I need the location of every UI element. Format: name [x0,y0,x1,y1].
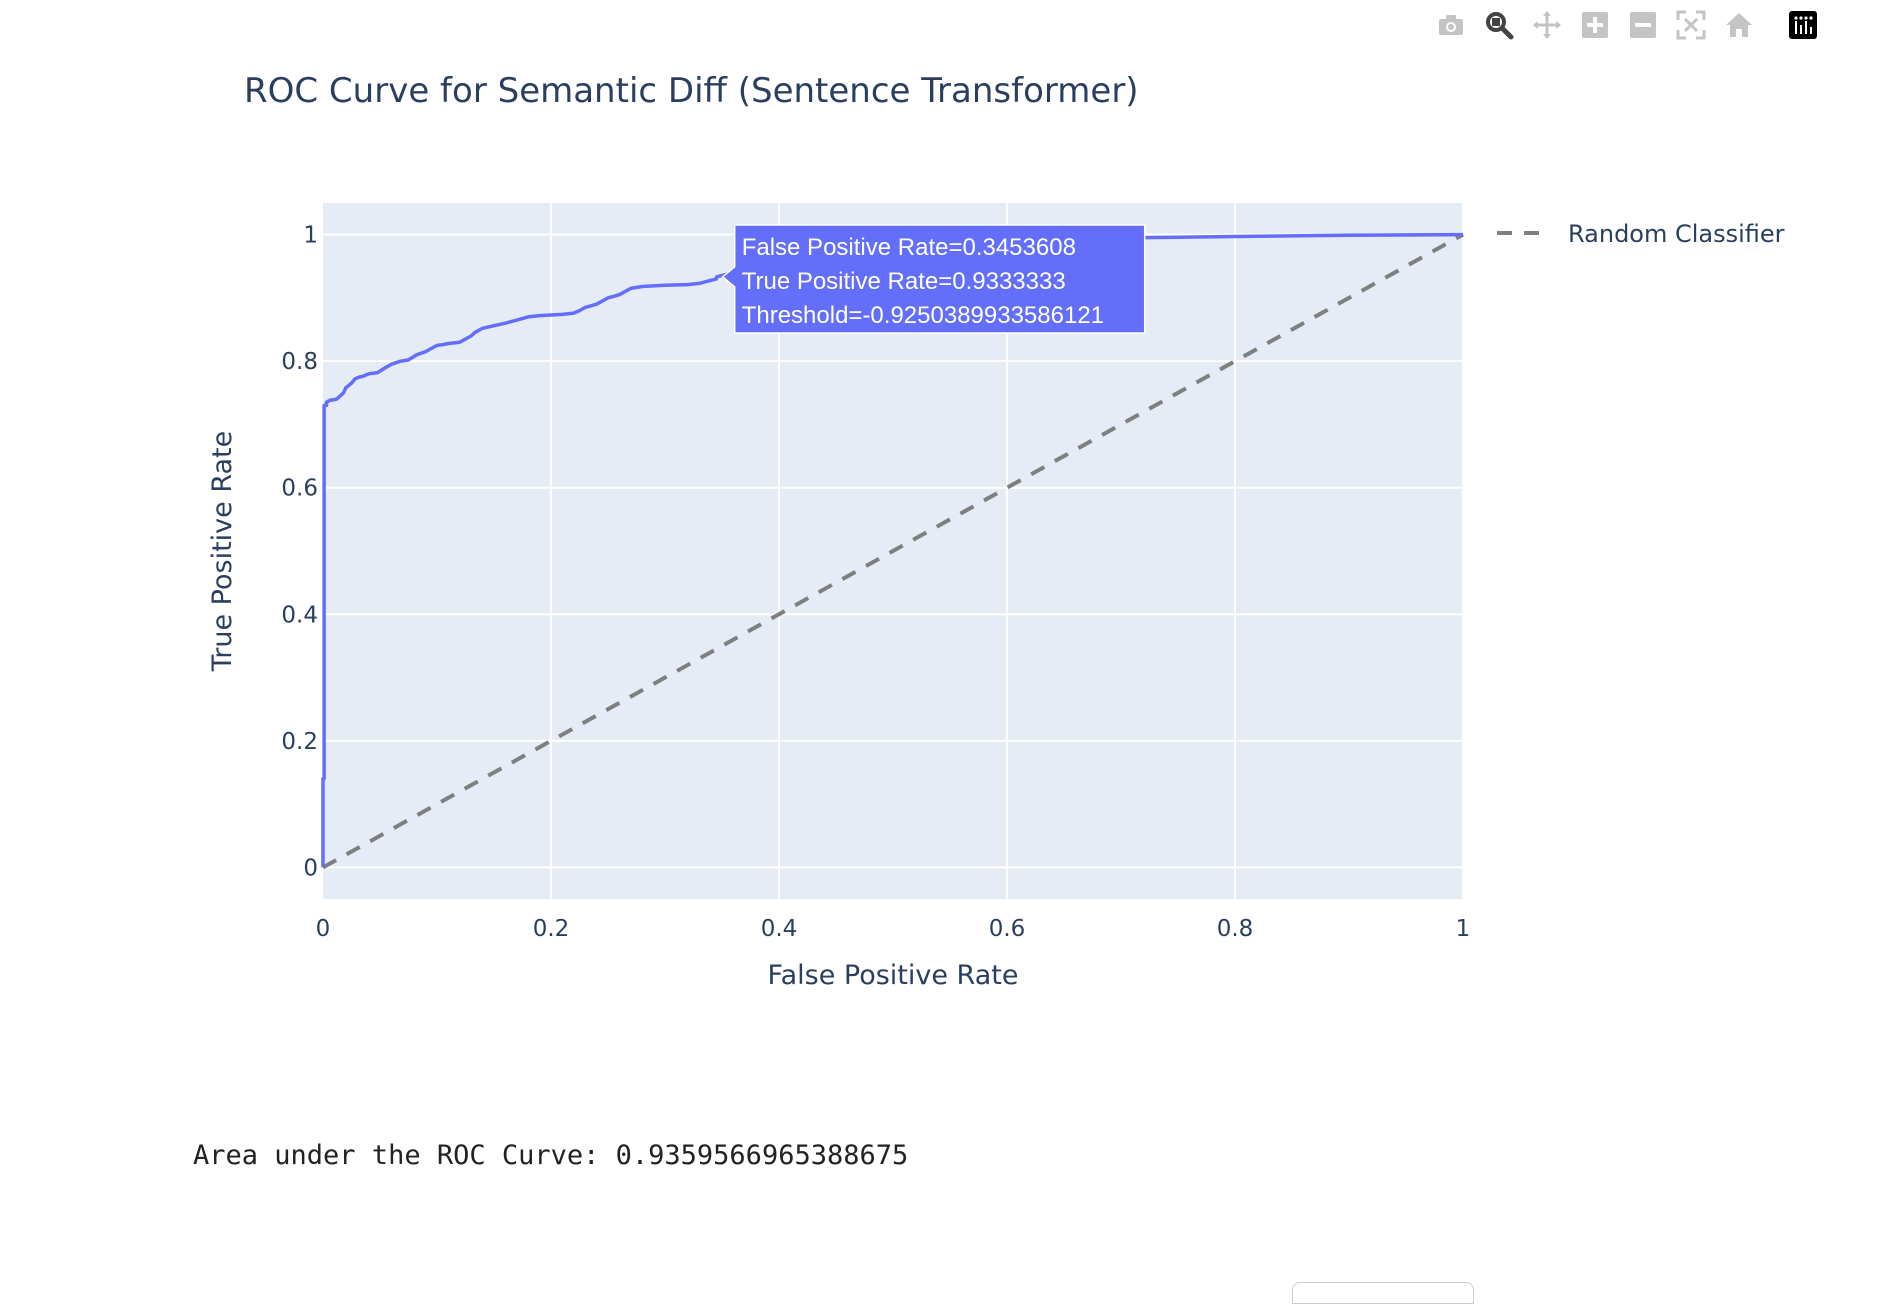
x-axis-ticks: 0 0.2 0.4 0.6 0.8 1 [316,916,1471,942]
y-tick-label: 0.4 [281,602,318,628]
y-axis-ticks: 0 0.2 0.4 0.6 0.8 1 [281,223,318,882]
traces [321,232,1464,870]
x-tick-label: 0.4 [761,916,798,942]
hover-line: Threshold=-0.9250389933586121 [742,302,1104,329]
zoom-out-icon[interactable] [1626,8,1660,42]
x-tick-label: 0.8 [1217,916,1254,942]
roc-figure: ROC Curve for Semantic Diff (Sentence Tr… [207,71,1785,991]
legend[interactable]: Random Classifier [1497,220,1785,248]
hover-box [721,224,1146,334]
hover-line: True Positive Rate=0.9333333 [742,268,1066,295]
y-axis-title: True Positive Rate [207,431,238,673]
hover-tooltip: False Positive Rate=0.3453608 True Positi… [721,224,1146,334]
y-tick-label: 0.6 [281,476,318,502]
modebar [1434,8,1820,42]
y-tick-label: 1 [303,223,318,249]
y-tick-label: 0.8 [281,349,318,375]
y-tick-label: 0 [303,855,318,881]
y-tick-label: 0.2 [281,729,318,755]
plotly-logo-icon[interactable] [1786,8,1820,42]
legend-label-random-classifier: Random Classifier [1568,220,1785,248]
x-tick-label: 1 [1456,916,1471,942]
auc-output: Area under the ROC Curve: 0.935956696538… [193,1140,909,1171]
random-classifier-line[interactable] [322,232,1464,870]
zoom-in-icon[interactable] [1578,8,1612,42]
zoom-icon[interactable] [1482,8,1516,42]
x-tick-label: 0.2 [533,916,570,942]
autoscale-icon[interactable] [1674,8,1708,42]
x-axis-title: False Positive Rate [768,960,1019,991]
x-tick-label: 0 [316,916,331,942]
roc-curve-line[interactable] [321,232,1464,868]
hover-line: False Positive Rate=0.3453608 [742,234,1076,261]
home-icon[interactable] [1722,8,1756,42]
bottom-tab [1292,1282,1474,1304]
pan-icon[interactable] [1530,8,1564,42]
x-tick-label: 0.6 [989,916,1026,942]
chart-title: ROC Curve for Semantic Diff (Sentence Tr… [244,71,1139,111]
camera-icon[interactable] [1434,8,1468,42]
